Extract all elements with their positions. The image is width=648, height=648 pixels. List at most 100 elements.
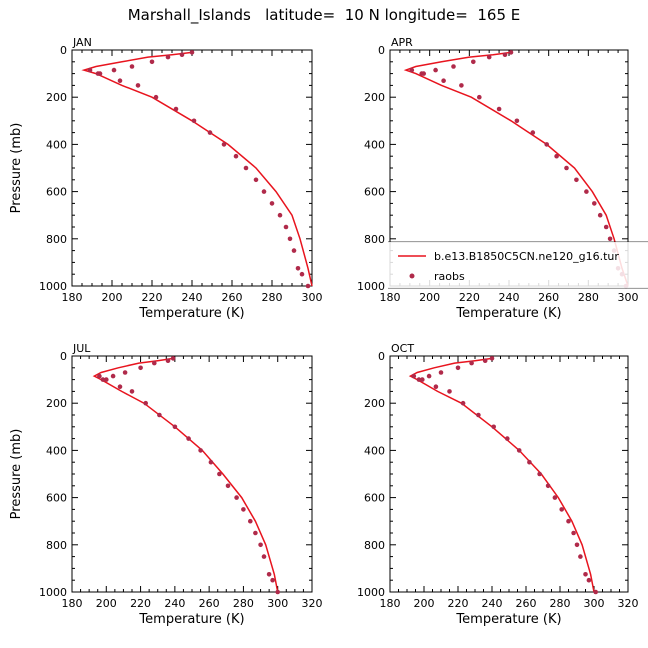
panel-oct: OCT 180 200 220 240 260 280 300 320 0 200 400 600 800… [357, 342, 639, 627]
x-tick-label: 220 [448, 597, 469, 610]
y-tick-label: 200 [364, 397, 385, 410]
raobs-point [243, 165, 249, 171]
raobs-point [138, 365, 143, 371]
raobs-point [489, 356, 495, 361]
raobs-point [441, 78, 446, 83]
x-tick-label: 300 [618, 291, 639, 304]
raobs-point [221, 142, 227, 147]
x-tick-label: 180 [380, 597, 401, 610]
raobs-point [447, 389, 452, 394]
raobs-point [287, 236, 293, 242]
panel-jan: JAN 180 200 220 240 260 280 300 0 200 400 600 800 100… [9, 36, 323, 321]
raobs-point [189, 50, 195, 55]
y-tick-label: 600 [364, 492, 385, 505]
raobs-point [233, 153, 239, 159]
raobs-point [165, 358, 171, 364]
y-tick-label: 0 [378, 350, 385, 363]
raobs-point [476, 412, 481, 418]
y-axis-label: Pressure (mb) [9, 123, 24, 214]
raobs-point [269, 201, 275, 206]
raobs-point [208, 459, 214, 465]
raobs-point [603, 224, 609, 230]
x-tick-label: 200 [96, 597, 117, 610]
raobs-point [234, 495, 239, 500]
plot-frame [71, 49, 313, 287]
y-tick-label: 800 [364, 539, 385, 552]
raobs-point [258, 542, 263, 548]
model-series-line [81, 51, 313, 287]
y-axis-label: Pressure (mb) [9, 429, 24, 520]
y-tick-label: 200 [46, 91, 67, 104]
y-tick-label: 1000 [357, 280, 385, 293]
y-tick-label: 800 [364, 233, 385, 246]
y-tick-label: 400 [46, 138, 67, 151]
y-tick-label: 1000 [39, 586, 67, 599]
raobs-point [411, 373, 417, 379]
raobs-point [426, 373, 432, 379]
raobs-point [225, 483, 231, 489]
plot-frame [71, 355, 313, 593]
raobs-point [586, 577, 592, 583]
y-tick-label: 400 [364, 138, 385, 151]
raobs-point [97, 373, 102, 379]
raobs-point [477, 94, 482, 100]
legend-background [388, 242, 648, 288]
figure-title: Marshall_Islands latitude= 10 N longitud… [128, 6, 521, 25]
raobs-point [100, 377, 106, 382]
x-tick-label: 260 [199, 597, 220, 610]
y-tick-label: 1000 [357, 586, 385, 599]
raobs-point [421, 71, 427, 76]
raobs-point [277, 212, 283, 218]
x-tick-label: 200 [102, 291, 123, 304]
raobs-point [305, 283, 311, 289]
raobs-point [157, 412, 162, 418]
x-tick-label: 220 [130, 597, 151, 610]
x-tick-label: 180 [62, 597, 83, 610]
raobs-point [152, 360, 157, 366]
y-tick-label: 1000 [39, 280, 67, 293]
raobs-point [460, 400, 466, 406]
raobs-point [165, 54, 171, 60]
y-tick-label: 400 [46, 444, 67, 457]
raobs-point [486, 54, 492, 60]
raobs-point [592, 201, 597, 206]
raobs-point [198, 448, 203, 453]
x-tick-label: 300 [302, 291, 323, 304]
raobs-point [248, 518, 253, 524]
legend-raobs-swatch [409, 273, 415, 279]
legend-model-label: b.e13.B1850C5CN.ne120_g16.tur [434, 250, 619, 263]
raobs-point [295, 266, 301, 271]
raobs-point [505, 436, 510, 441]
raobs-point [283, 224, 289, 230]
raobs-point [117, 78, 123, 83]
x-tick-label: 260 [538, 291, 559, 304]
raobs-point [516, 448, 522, 453]
y-tick-label: 0 [60, 350, 67, 363]
x-tick-label: 280 [262, 291, 283, 304]
y-tick-label: 600 [46, 492, 67, 505]
y-tick-label: 400 [364, 444, 385, 457]
raobs-point [433, 67, 438, 73]
x-tick-label: 280 [550, 597, 571, 610]
raobs-point [170, 356, 176, 361]
panel-label: JUL [72, 342, 91, 355]
raobs-point [433, 384, 439, 390]
raobs-point [153, 94, 159, 100]
x-tick-label: 180 [62, 291, 83, 304]
y-tick-label: 0 [60, 44, 67, 57]
y-tick-label: 200 [364, 91, 385, 104]
raobs-point [459, 83, 464, 88]
x-axis-label: Temperature (K) [138, 306, 244, 321]
raobs-point [578, 554, 583, 559]
x-tick-label: 300 [584, 597, 605, 610]
raobs-point [143, 400, 148, 406]
x-tick-label: 260 [222, 291, 243, 304]
panel-label: JAN [72, 36, 92, 49]
x-tick-label: 300 [267, 597, 288, 610]
x-tick-label: 280 [233, 597, 254, 610]
raobs-point [266, 572, 272, 577]
panel-jul: JUL 180 200 220 240 260 280 300 320 0 200 400 600 800… [9, 342, 323, 627]
raobs-point [270, 577, 275, 583]
y-tick-label: 800 [46, 539, 67, 552]
